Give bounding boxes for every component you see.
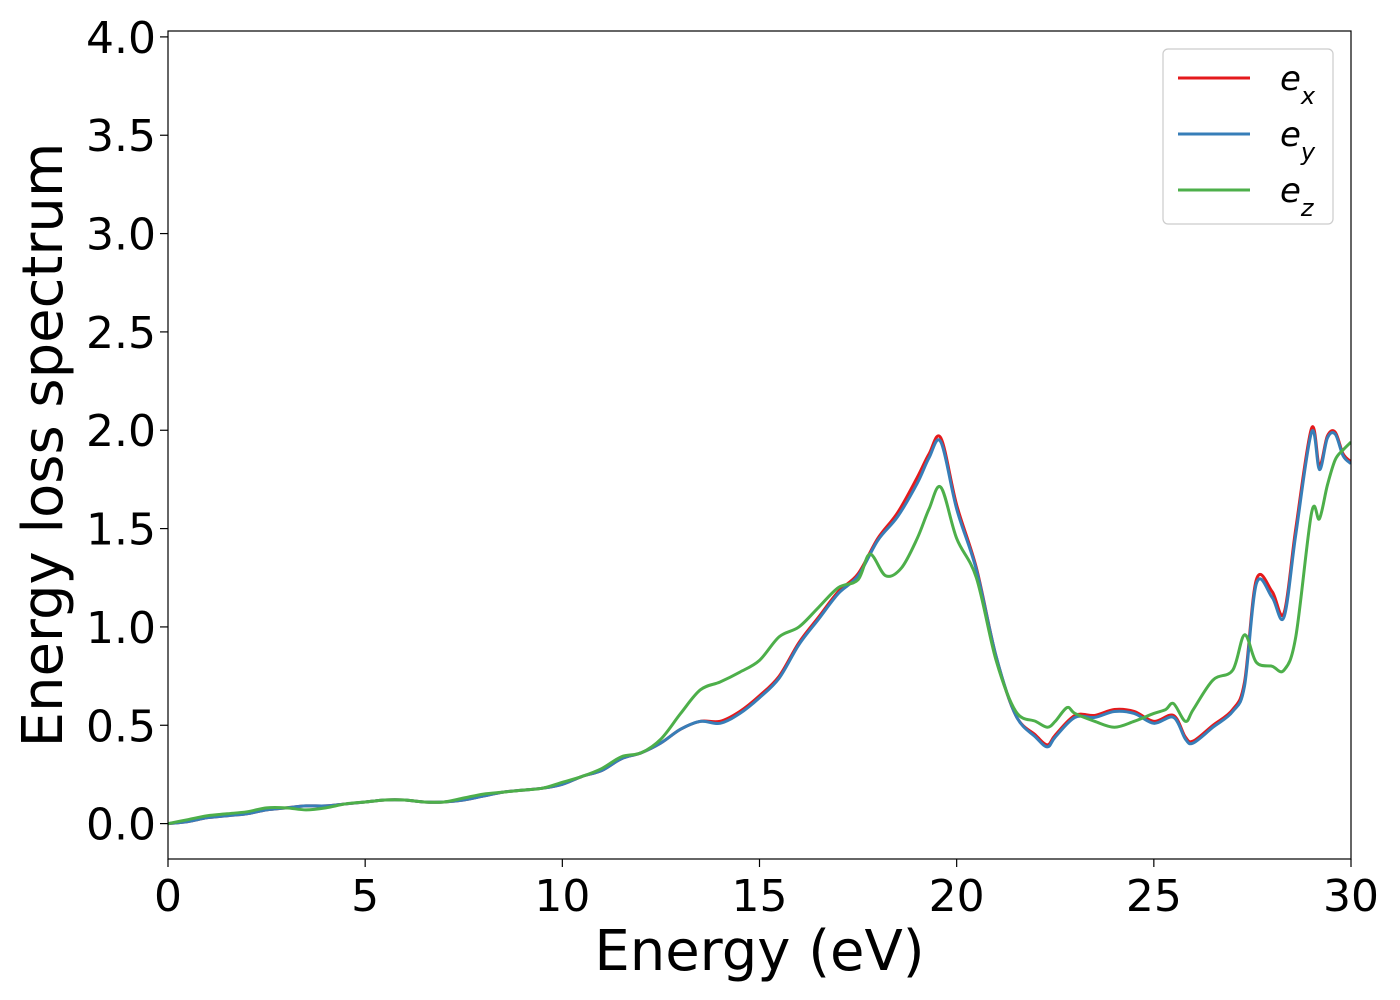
x-axis-label: Energy (eV) — [594, 919, 924, 984]
y-tick-label: 3.0 — [86, 210, 156, 261]
y-tick-label: 4.0 — [86, 13, 156, 64]
x-tick-label: 5 — [351, 871, 379, 922]
x-tick-label: 20 — [929, 871, 985, 922]
legend-label-e-y: ey — [1280, 115, 1316, 166]
plot-frame — [167, 30, 1352, 860]
y-tick-label: 0.5 — [86, 701, 156, 752]
axes-layer: 0 5 10 15 20 25 30 0.0 0.5 1.0 1.5 2.0 2.5 3.0 3.5 4.0 — [86, 13, 1379, 922]
y-tick-label: 0.0 — [86, 800, 156, 851]
y-tick-label: 3.5 — [86, 111, 156, 162]
series-layer — [168, 425, 1351, 826]
series-line-e-z — [168, 440, 1351, 826]
x-tick-label: 0 — [154, 871, 182, 922]
legend-label-e-x: ex — [1280, 59, 1316, 110]
x-tick-label: 25 — [1126, 871, 1182, 922]
legend-box — [1162, 48, 1334, 225]
x-tick-label: 10 — [534, 871, 590, 922]
y-tick-label: 2.5 — [86, 308, 156, 359]
y-tick-label: 1.0 — [86, 603, 156, 654]
y-axis-label: Energy loss spectrum — [11, 143, 76, 748]
x-tick-label: 15 — [732, 871, 788, 922]
legend-label-e-z: ez — [1280, 171, 1315, 222]
x-tick-label: 30 — [1323, 871, 1379, 922]
y-tick-label: 2.0 — [86, 406, 156, 457]
y-tick-label: 1.5 — [86, 505, 156, 556]
